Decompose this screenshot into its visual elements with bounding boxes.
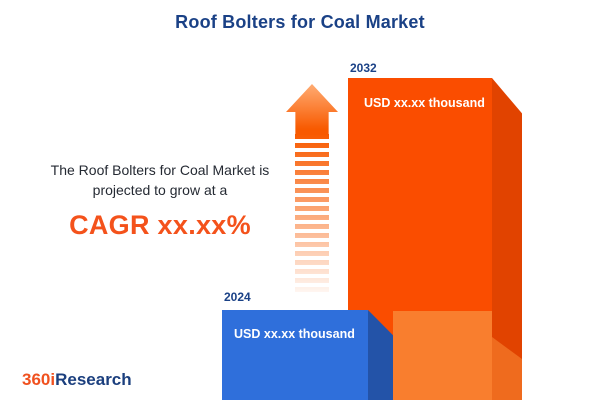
brand-logo-research: Research (55, 370, 132, 389)
arrow-dashed-trail-icon (295, 134, 329, 292)
cagr-value: CAGR xx.xx% (69, 210, 251, 240)
page-title: Roof Bolters for Coal Market (175, 12, 425, 32)
growth-arrow-icon (286, 84, 338, 292)
bar-2032-shaded-front (393, 311, 492, 400)
bar-2024-value-label: USD xx.xx thousand (234, 327, 355, 341)
brand-logo-360i: 360i (22, 370, 56, 389)
growth-statement-line1: The Roof Bolters for Coal Market is (50, 162, 270, 178)
bar-2032-value-label: USD xx.xx thousand (364, 96, 485, 110)
growth-statement-line2: projected to grow at a (92, 182, 228, 198)
arrow-head-icon (286, 84, 338, 134)
bar-2024-year-label: 2024 (224, 290, 251, 304)
brand-logo: 360iResearch (22, 370, 132, 390)
bar-2024-front (222, 310, 368, 400)
bar-2032-year-label: 2032 (350, 61, 377, 75)
growth-statement: The Roof Bolters for Coal Market is proj… (15, 160, 305, 241)
